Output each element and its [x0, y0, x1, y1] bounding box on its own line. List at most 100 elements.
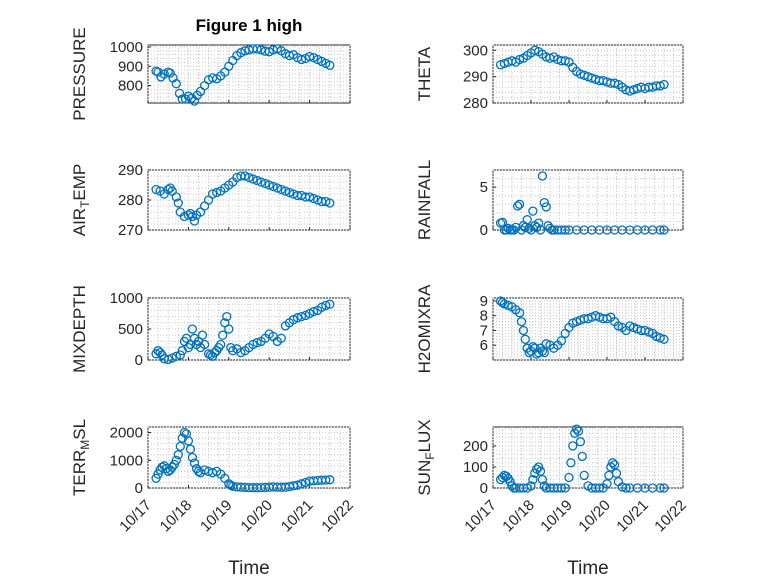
data-point [514, 54, 525, 65]
data-point [292, 480, 303, 490]
data-point [155, 347, 165, 358]
data-point [556, 336, 567, 346]
data-point [180, 94, 191, 104]
data-point [171, 351, 181, 361]
y-tick-label: 6 [480, 337, 488, 354]
y-tick-label: 280 [463, 95, 488, 112]
scatter-series [151, 299, 335, 365]
data-point [579, 470, 589, 481]
data-point [268, 181, 278, 192]
y-tick-label: 0 [480, 222, 488, 239]
data-point [296, 479, 307, 489]
data-point [222, 311, 232, 322]
data-point [280, 186, 291, 196]
data-point [321, 196, 331, 207]
x-tick-label: 10/21 [613, 497, 652, 536]
data-point [157, 462, 167, 472]
data-point [304, 51, 315, 62]
y-tick-label: 300 [463, 42, 488, 59]
data-point [260, 178, 270, 189]
data-point [175, 350, 185, 360]
x-tick-label: 10/17 [116, 497, 155, 536]
data-point [659, 334, 669, 344]
data-point [189, 96, 200, 106]
data-point [264, 180, 274, 190]
data-point [659, 225, 669, 235]
grid-lines [492, 427, 684, 489]
data-point [528, 474, 538, 485]
data-point [272, 183, 282, 193]
data-point [513, 201, 523, 211]
data-point [621, 483, 631, 493]
data-point [528, 206, 538, 216]
data-point [240, 171, 250, 181]
data-point [575, 437, 586, 447]
data-point [252, 337, 262, 348]
data-point [608, 458, 618, 468]
y-tick-label: 0 [135, 480, 143, 497]
grid-lines [147, 169, 351, 231]
data-point [256, 177, 266, 187]
data-point [151, 473, 161, 483]
data-point [199, 339, 210, 350]
y-tick-label: 2000 [110, 425, 143, 442]
data-point [602, 479, 612, 489]
scatter-series [495, 424, 669, 493]
data-point [537, 171, 548, 181]
data-point [197, 330, 208, 340]
data-point [609, 460, 620, 470]
data-point [514, 199, 525, 209]
data-point [520, 334, 530, 344]
data-point [325, 60, 335, 70]
y-tick-label: 500 [118, 321, 143, 338]
data-point [539, 197, 549, 208]
data-point [276, 184, 286, 195]
data-point [189, 216, 200, 226]
data-point [252, 44, 262, 54]
scatter-series [495, 171, 669, 235]
y-axis-label: RAINFALL [415, 160, 434, 240]
data-point [560, 225, 570, 235]
scatter-series [151, 427, 335, 493]
data-point [167, 353, 177, 363]
data-point [321, 475, 331, 485]
subplot-2: 280 290 300 THETA [415, 42, 684, 112]
data-point [212, 187, 222, 198]
data-point [185, 339, 196, 350]
data-point [183, 436, 194, 446]
data-point [573, 426, 584, 436]
data-point [535, 466, 546, 476]
x-tick-label: 10/20 [237, 497, 276, 536]
data-point [199, 465, 210, 475]
data-point [659, 483, 669, 493]
data-point [516, 316, 527, 327]
y-tick-label: 7 [480, 322, 488, 339]
scatter-series [495, 45, 669, 96]
y-tick-label: 280 [118, 192, 143, 209]
scatter-series [151, 44, 335, 106]
data-point [193, 466, 204, 477]
data-point [535, 225, 546, 235]
x-tick-label: 10/21 [278, 497, 317, 536]
data-point [179, 427, 190, 438]
data-point [308, 306, 319, 317]
y-axis-label: MIXDEPTH [70, 285, 89, 373]
x-tick-label: 10/18 [499, 497, 538, 536]
data-point [560, 483, 570, 493]
data-point [189, 458, 200, 468]
data-point [497, 297, 508, 308]
data-point [537, 346, 548, 356]
y-tick-label: 0 [135, 352, 143, 369]
data-point [609, 78, 620, 88]
data-point [571, 424, 582, 434]
data-point [173, 198, 183, 208]
data-point [533, 462, 544, 472]
data-point [163, 354, 173, 365]
x-tick-label: 10/18 [157, 497, 196, 536]
grid-lines [147, 426, 351, 489]
data-point [655, 483, 665, 493]
data-point [530, 45, 540, 55]
